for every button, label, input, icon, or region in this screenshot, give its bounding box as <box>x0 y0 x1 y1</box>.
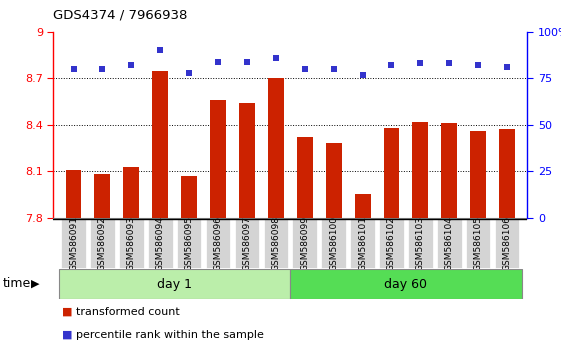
Text: GSM586104: GSM586104 <box>445 216 454 271</box>
Text: GSM586091: GSM586091 <box>69 216 78 271</box>
Text: GSM586094: GSM586094 <box>156 216 165 271</box>
FancyBboxPatch shape <box>379 219 404 268</box>
Point <box>329 66 338 72</box>
Text: GSM586103: GSM586103 <box>416 216 425 271</box>
FancyBboxPatch shape <box>466 219 490 268</box>
Text: GSM586092: GSM586092 <box>98 216 107 271</box>
Text: day 1: day 1 <box>157 278 192 291</box>
Text: GSM586100: GSM586100 <box>329 216 338 271</box>
Point <box>242 59 251 64</box>
FancyBboxPatch shape <box>495 219 519 268</box>
Text: GSM586095: GSM586095 <box>185 216 194 271</box>
Point <box>445 61 454 66</box>
Bar <box>181 176 197 354</box>
Bar <box>384 128 399 354</box>
FancyBboxPatch shape <box>90 219 114 268</box>
Point <box>185 70 194 76</box>
Bar <box>442 123 457 354</box>
Text: ▶: ▶ <box>31 279 39 289</box>
FancyBboxPatch shape <box>148 219 173 268</box>
FancyBboxPatch shape <box>61 219 86 268</box>
Text: ■: ■ <box>62 330 72 339</box>
Text: GSM586101: GSM586101 <box>358 216 367 271</box>
Bar <box>326 143 342 354</box>
Point <box>503 64 512 70</box>
FancyBboxPatch shape <box>321 219 346 268</box>
Bar <box>412 122 429 354</box>
Text: GSM586102: GSM586102 <box>387 216 396 271</box>
Text: GSM586105: GSM586105 <box>473 216 482 271</box>
Text: GSM586106: GSM586106 <box>503 216 512 271</box>
Point <box>300 66 309 72</box>
Bar <box>152 70 168 354</box>
Text: day 60: day 60 <box>384 278 427 291</box>
Text: percentile rank within the sample: percentile rank within the sample <box>76 330 264 339</box>
Bar <box>499 130 515 354</box>
FancyBboxPatch shape <box>264 219 288 268</box>
Bar <box>268 78 284 354</box>
FancyBboxPatch shape <box>59 269 291 299</box>
FancyBboxPatch shape <box>177 219 201 268</box>
Point <box>473 62 482 68</box>
FancyBboxPatch shape <box>350 219 375 268</box>
Text: GSM586099: GSM586099 <box>300 216 309 271</box>
Bar <box>239 103 255 354</box>
FancyBboxPatch shape <box>437 219 462 268</box>
FancyBboxPatch shape <box>408 219 433 268</box>
Bar <box>66 170 81 354</box>
Bar <box>94 175 111 354</box>
Point <box>127 62 136 68</box>
Bar <box>123 167 139 354</box>
Text: GSM586093: GSM586093 <box>127 216 136 271</box>
Text: transformed count: transformed count <box>76 307 180 316</box>
Point <box>156 47 165 53</box>
Bar <box>297 137 312 354</box>
FancyBboxPatch shape <box>119 219 144 268</box>
Text: time: time <box>3 278 31 290</box>
FancyBboxPatch shape <box>234 219 259 268</box>
Text: GSM586096: GSM586096 <box>214 216 223 271</box>
Text: ■: ■ <box>62 307 72 316</box>
FancyBboxPatch shape <box>291 269 522 299</box>
Point <box>98 66 107 72</box>
Text: GDS4374 / 7966938: GDS4374 / 7966938 <box>53 9 188 22</box>
Point <box>358 72 367 78</box>
Point <box>416 61 425 66</box>
Point <box>272 55 280 61</box>
Text: GSM586098: GSM586098 <box>272 216 280 271</box>
Point <box>387 62 396 68</box>
Bar <box>470 131 486 354</box>
Point <box>69 66 78 72</box>
FancyBboxPatch shape <box>292 219 317 268</box>
Bar <box>355 194 370 354</box>
Point <box>214 59 223 64</box>
Text: GSM586097: GSM586097 <box>242 216 251 271</box>
Bar <box>210 100 226 354</box>
FancyBboxPatch shape <box>206 219 231 268</box>
